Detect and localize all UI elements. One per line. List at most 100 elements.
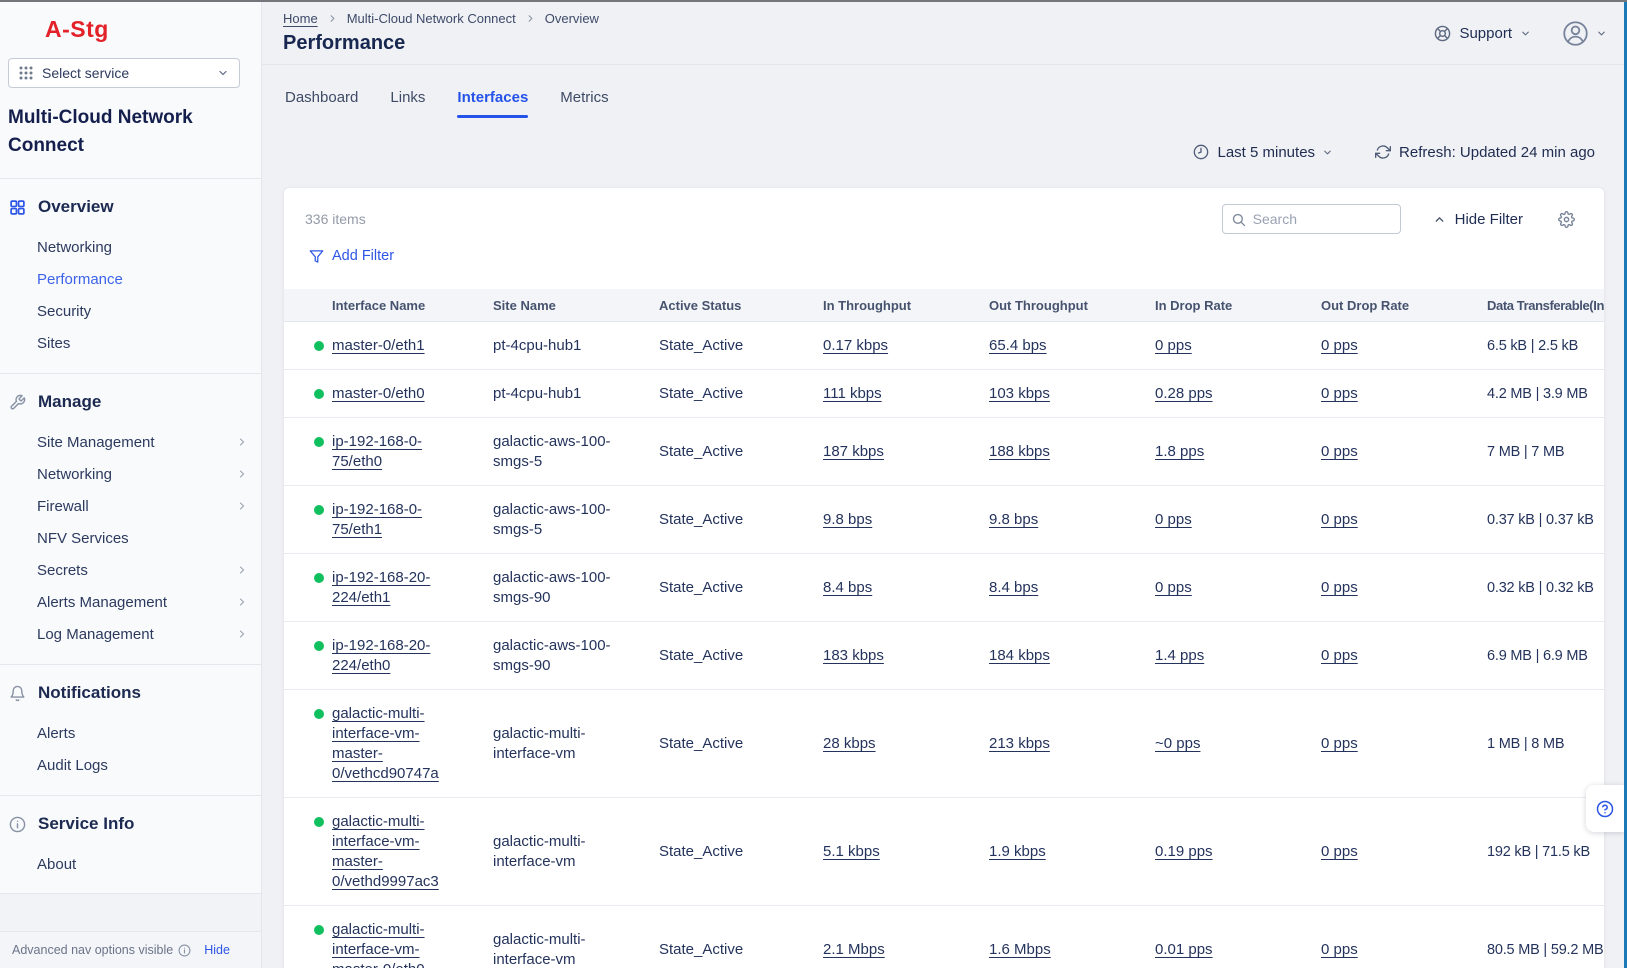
refresh-button[interactable]: Refresh: Updated 24 min ago — [1375, 144, 1595, 161]
window-right-edge — [1624, 2, 1627, 968]
in-drop-rate-link[interactable]: 0 pps — [1155, 337, 1192, 354]
sidebar-section-overview-header[interactable]: Overview — [0, 189, 261, 225]
out-drop-rate-link[interactable]: 0 pps — [1321, 337, 1358, 354]
tenant-logo: A-Stg — [45, 16, 109, 42]
out-throughput-link[interactable]: 103 kbps — [989, 385, 1050, 402]
sidebar-item[interactable]: Security — [0, 295, 261, 327]
status-dot — [314, 389, 324, 399]
table-row: master-0/eth0 pt-4cpu-hub1 State_Active … — [284, 370, 1604, 418]
interface-name-link[interactable]: galactic-multi-interface-vm-master-0/vet… — [332, 813, 439, 890]
in-drop-rate-link[interactable]: 1.8 pps — [1155, 443, 1205, 460]
in-drop-rate-link[interactable]: 0 pps — [1155, 579, 1192, 596]
in-drop-rate-link[interactable]: ~0 pps — [1155, 735, 1201, 752]
interface-name-link[interactable]: ip-192-168-20-224/eth1 — [332, 569, 431, 606]
gear-icon[interactable] — [1558, 210, 1575, 228]
sidebar-item[interactable]: Networking — [0, 458, 261, 490]
tab[interactable]: Interfaces — [457, 89, 528, 118]
hide-filter-button[interactable]: Hide Filter — [1433, 211, 1523, 228]
column-header-site-name[interactable]: Site Name — [493, 297, 556, 313]
user-menu[interactable] — [1562, 20, 1607, 47]
out-throughput-link[interactable]: 8.4 bps — [989, 579, 1039, 596]
out-drop-rate-link[interactable]: 0 pps — [1321, 735, 1358, 752]
breadcrumb: Home Multi-Cloud Network Connect Overvie… — [283, 11, 599, 26]
sidebar-item[interactable]: Log Management — [0, 618, 261, 650]
interface-name-link[interactable]: master-0/eth1 — [332, 337, 425, 354]
support-menu[interactable]: Support — [1434, 25, 1531, 42]
in-throughput-link[interactable]: 2.1 Mbps — [823, 941, 885, 958]
sidebar-item[interactable]: Alerts Management — [0, 586, 261, 618]
out-throughput-link[interactable]: 1.6 Mbps — [989, 941, 1051, 958]
sidebar-item-label: Alerts Management — [37, 593, 168, 611]
tab[interactable]: Links — [390, 89, 425, 115]
cell-site-name: pt-4cpu-hub1 — [493, 385, 582, 402]
out-drop-rate-link[interactable]: 0 pps — [1321, 511, 1358, 528]
out-throughput-link[interactable]: 188 kbps — [989, 443, 1050, 460]
sidebar-item[interactable]: Networking — [0, 231, 261, 263]
search-input[interactable] — [1252, 211, 1392, 227]
add-filter-button[interactable]: Add Filter — [309, 248, 394, 264]
breadcrumb-item: Overview — [544, 11, 599, 26]
tab[interactable]: Metrics — [560, 89, 608, 115]
interface-name-link[interactable]: ip-192-168-0-75/eth1 — [332, 501, 423, 538]
breadcrumb-home-link[interactable]: Home — [283, 11, 318, 26]
column-header-data-transferable[interactable]: Data Transferable(In — [1487, 297, 1604, 313]
chevron-right-icon — [330, 15, 335, 22]
out-drop-rate-link[interactable]: 0 pps — [1321, 647, 1358, 664]
interface-name-link[interactable]: galactic-multi-interface-vm-master-0/eth… — [332, 921, 425, 968]
in-throughput-link[interactable]: 8.4 bps — [823, 579, 873, 596]
in-drop-rate-link[interactable]: 0 pps — [1155, 511, 1192, 528]
in-throughput-link[interactable]: 111 kbps — [823, 385, 882, 402]
interface-name-link[interactable]: galactic-multi-interface-vm-master-0/vet… — [332, 705, 439, 782]
sidebar-item[interactable]: Firewall — [0, 490, 261, 522]
sidebar-item[interactable]: Sites — [0, 327, 261, 359]
out-drop-rate-link[interactable]: 0 pps — [1321, 443, 1358, 460]
in-drop-rate-link[interactable]: 0.19 pps — [1155, 843, 1213, 860]
cell-in-throughput: 0.17 kbps — [823, 336, 989, 356]
time-range-dropdown[interactable]: Last 5 minutes — [1193, 144, 1333, 161]
column-header-in-drop-rate[interactable]: In Drop Rate — [1155, 297, 1233, 313]
select-service-dropdown[interactable]: Select service — [8, 58, 240, 88]
sidebar-item[interactable]: Site Management — [0, 426, 261, 458]
out-throughput-link[interactable]: 213 kbps — [989, 735, 1050, 752]
in-throughput-link[interactable]: 9.8 bps — [823, 511, 873, 528]
sidebar-item[interactable]: NFV Services — [0, 522, 261, 554]
column-header-interface-name[interactable]: Interface Name — [332, 297, 426, 313]
out-drop-rate-link[interactable]: 0 pps — [1321, 385, 1358, 402]
out-throughput-link[interactable]: 9.8 bps — [989, 511, 1039, 528]
sidebar-item[interactable]: About — [0, 848, 261, 880]
in-drop-rate-link[interactable]: 0.28 pps — [1155, 385, 1213, 402]
interface-name-link[interactable]: ip-192-168-20-224/eth0 — [332, 637, 431, 674]
out-drop-rate-link[interactable]: 0 pps — [1321, 579, 1358, 596]
interface-name-link[interactable]: ip-192-168-0-75/eth0 — [332, 433, 423, 470]
in-throughput-link[interactable]: 0.17 kbps — [823, 337, 889, 354]
tab-label: Dashboard — [285, 89, 359, 106]
in-throughput-link[interactable]: 28 kbps — [823, 735, 876, 752]
sidebar-section-manage-header[interactable]: Manage — [0, 384, 261, 420]
hide-advanced-nav-link[interactable]: Hide — [204, 943, 230, 957]
sidebar-item[interactable]: Secrets — [0, 554, 261, 586]
in-drop-rate-link[interactable]: 1.4 pps — [1155, 647, 1205, 664]
column-header-in-throughput[interactable]: In Throughput — [823, 297, 912, 313]
sidebar-item[interactable]: Audit Logs — [0, 749, 261, 781]
column-header-active-status[interactable]: Active Status — [659, 297, 742, 313]
sidebar-item[interactable]: Alerts — [0, 717, 261, 749]
tab[interactable]: Dashboard — [285, 89, 358, 115]
sidebar-section-service-info-header[interactable]: Service Info — [0, 806, 261, 842]
out-throughput-link[interactable]: 1.9 kbps — [989, 843, 1046, 860]
in-throughput-link[interactable]: 187 kbps — [823, 443, 884, 460]
out-drop-rate-link[interactable]: 0 pps — [1321, 843, 1358, 860]
sidebar-item[interactable]: Performance — [0, 263, 261, 295]
in-throughput-link[interactable]: 183 kbps — [823, 647, 884, 664]
column-header-out-throughput[interactable]: Out Throughput — [989, 297, 1088, 313]
out-throughput-link[interactable]: 65.4 bps — [989, 337, 1047, 354]
sidebar-section-notifications-header[interactable]: Notifications — [0, 675, 261, 711]
interface-name-link[interactable]: master-0/eth0 — [332, 385, 425, 402]
out-drop-rate-link[interactable]: 0 pps — [1321, 941, 1358, 958]
in-drop-rate-link[interactable]: 0.01 pps — [1155, 941, 1213, 958]
in-throughput-link[interactable]: 5.1 kbps — [823, 843, 880, 860]
breadcrumb-item[interactable]: Multi-Cloud Network Connect — [346, 11, 516, 26]
out-throughput-link[interactable]: 184 kbps — [989, 647, 1050, 664]
sidebar: A-Stg Select service Multi-Cloud Network… — [0, 2, 262, 968]
column-header-out-drop-rate[interactable]: Out Drop Rate — [1321, 297, 1410, 313]
help-button[interactable] — [1586, 785, 1624, 832]
